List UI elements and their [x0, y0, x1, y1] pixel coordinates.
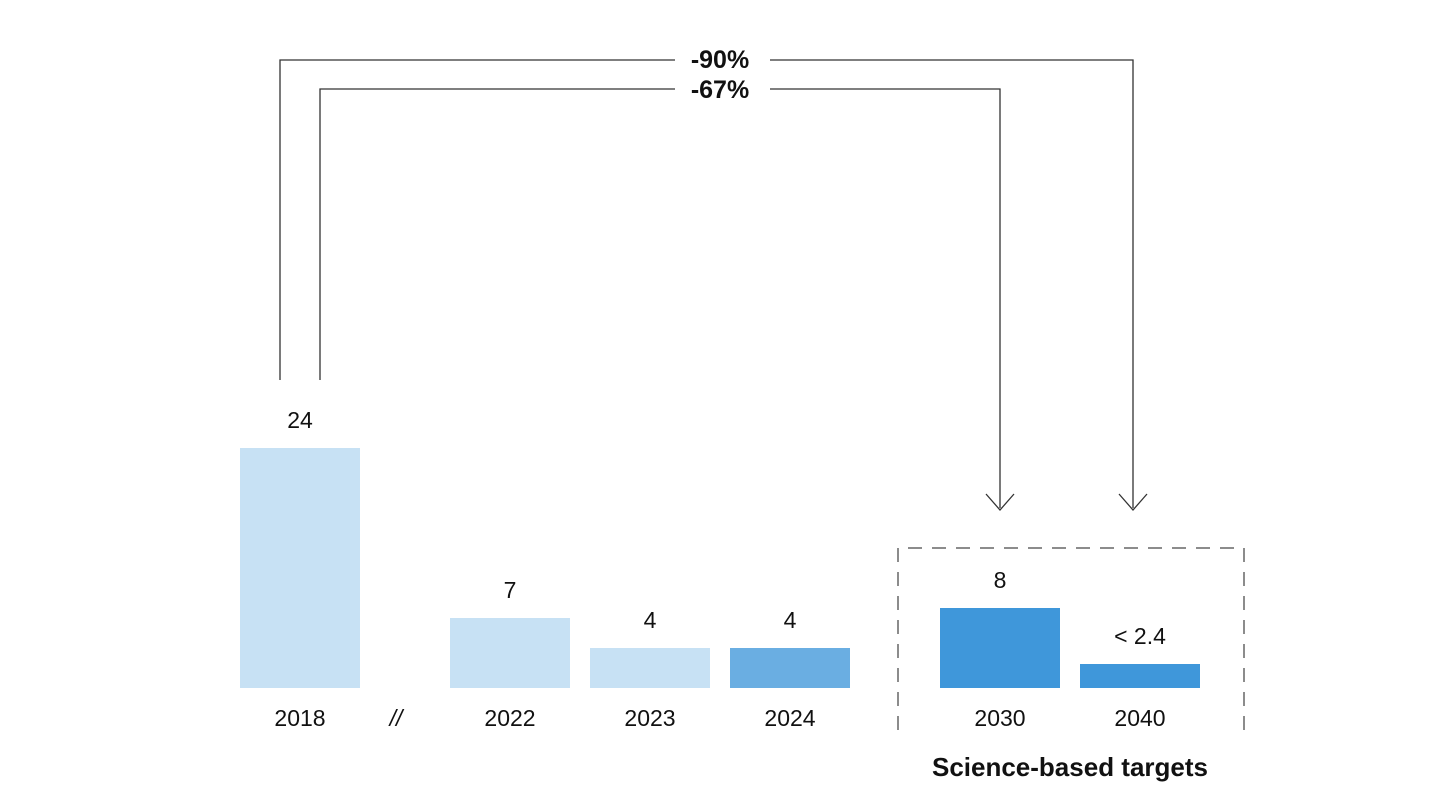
category-label-2040: 2040 [1114, 705, 1165, 731]
reduction-connectors [279, 59, 1148, 511]
connector-67-percent [319, 88, 1001, 508]
bar-2040 [1080, 664, 1200, 688]
category-label-2018: 2018 [274, 705, 325, 731]
category-label-2024: 2024 [764, 705, 815, 731]
value-label-2030: 8 [994, 567, 1007, 593]
bar-2023 [590, 648, 710, 688]
value-label-2022: 7 [504, 577, 517, 603]
bar-2024 [730, 648, 850, 688]
category-label-2023: 2023 [624, 705, 675, 731]
category-label-2022: 2022 [484, 705, 535, 731]
annotation-67-percent: -67% [691, 76, 749, 104]
value-label-2023: 4 [644, 607, 657, 633]
value-label-2040: < 2.4 [1114, 623, 1166, 649]
bar-2022 [450, 618, 570, 688]
bar-2018 [240, 448, 360, 688]
category-labels: 2018 2022 2023 2024 2030 2040 [274, 705, 1165, 731]
bars [240, 448, 1200, 688]
annotation-90-percent: -90% [691, 46, 749, 74]
group-label-science-based-targets: Science-based targets [932, 752, 1208, 782]
connector-90-percent [279, 59, 1134, 508]
bar-2030 [940, 608, 1060, 688]
value-label-2018: 24 [287, 407, 313, 433]
arrowhead-2040 [1118, 493, 1148, 511]
arrowhead-2030 [985, 493, 1015, 511]
value-labels: 24 7 4 4 8 < 2.4 [287, 407, 1166, 649]
value-label-2024: 4 [784, 607, 797, 633]
category-label-2030: 2030 [974, 705, 1025, 731]
axis-break-mark: // [388, 705, 405, 731]
